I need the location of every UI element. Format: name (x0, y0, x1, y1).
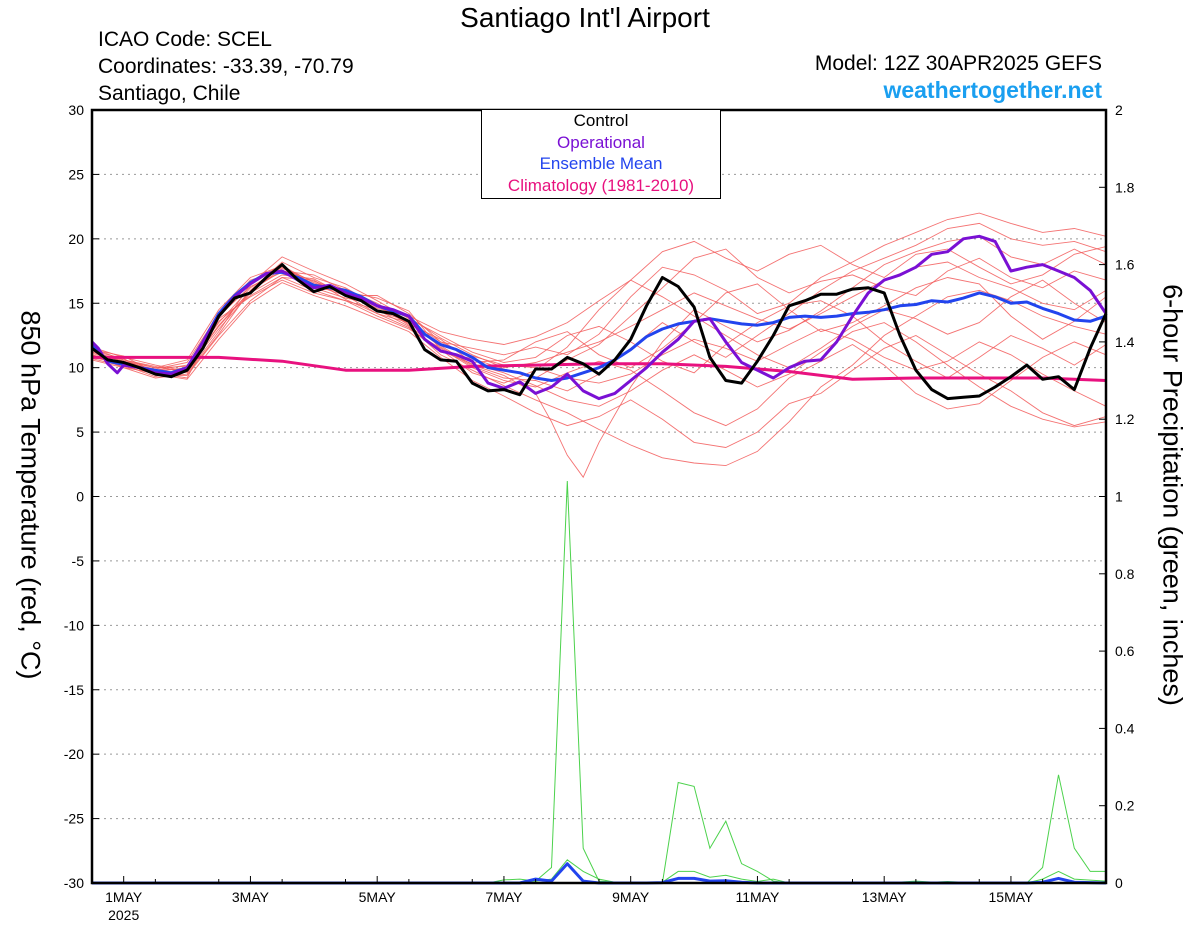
ensemble-member-line-12 (91, 270, 1107, 407)
tick-label-left: -25 (64, 811, 84, 827)
site-link[interactable]: weathertogether.net (883, 77, 1102, 103)
tick-label-x: 3MAY (232, 889, 270, 905)
tick-label-x: 5MAY (359, 889, 397, 905)
tick-label-left: 20 (68, 231, 84, 247)
precipitation-lines (92, 480, 1107, 884)
tick-label-right: 0.6 (1115, 643, 1135, 659)
tick-label-x: 7MAY (485, 889, 523, 905)
plot-frame (90, 108, 1108, 885)
tick-label-left: 0 (76, 489, 84, 505)
icao-code: ICAO Code: SCEL (98, 28, 272, 51)
tick-label-right: 0 (1115, 875, 1123, 891)
tick-label-x: 13MAY (862, 889, 908, 905)
tick-label-left: 15 (68, 295, 84, 311)
coordinates: Coordinates: -33.39, -70.79 (98, 55, 354, 78)
tick-label-left: -5 (72, 553, 85, 569)
axis-ticks: 302520151050-5-10-15-20-25-3021.81.61.41… (64, 102, 1135, 923)
tick-label-right: 1.6 (1115, 257, 1135, 273)
tick-label-right: 1.2 (1115, 411, 1135, 427)
ensemble-member-line-10 (91, 265, 1107, 369)
ensemble-member-line-8 (91, 240, 1107, 384)
location: Santiago, Chile (98, 82, 241, 105)
tick-label-left: 5 (76, 424, 84, 440)
y-axis-label-left: 850 hPa Temperature (red, °C) (15, 310, 46, 680)
ensemble-member-line-6 (91, 276, 1107, 427)
legend-operational: Operational (557, 132, 645, 152)
tick-label-x: 1MAY (105, 889, 143, 905)
series-line-climatology (92, 355, 1107, 382)
tick-label-right: 1.4 (1115, 334, 1135, 350)
ensemble-member-line-5 (91, 212, 1107, 370)
tick-label-right: 0.4 (1115, 720, 1135, 736)
tick-label-left: 25 (68, 166, 84, 182)
ensemble-member-line-2 (91, 248, 1107, 379)
ensemble-member-line-7 (91, 261, 1107, 372)
tick-label-right: 1 (1115, 489, 1123, 505)
ensemble-member-line-14 (91, 261, 1107, 371)
grid (92, 173, 1106, 820)
series-line-control (91, 263, 1108, 401)
tick-label-x: 15MAY (989, 889, 1035, 905)
tick-label-left: -20 (64, 746, 84, 762)
tick-label-left: -10 (64, 617, 84, 633)
precip-member-line-1 (92, 480, 1106, 884)
legend-ensemble-mean: Ensemble Mean (539, 154, 663, 173)
tick-label-left: 30 (68, 102, 84, 118)
tick-label-right: 2 (1115, 102, 1123, 118)
legend-climatology: Climatology (1981-2010) (507, 175, 695, 195)
tick-label-left: 10 (68, 360, 84, 376)
ensemble-member-line-1 (91, 235, 1107, 479)
legend: Control Operational Ensemble Mean Climat… (481, 109, 721, 199)
tick-label-x: 9MAY (612, 889, 650, 905)
tick-label-right: 1.8 (1115, 179, 1135, 195)
tick-label-x-year: 2025 (108, 907, 139, 923)
main-series (90, 234, 1108, 885)
y-axis-label-right: 6-hour Precipitation (green, inches) (1157, 284, 1188, 706)
ensemble-members (91, 212, 1107, 479)
ensemble-member-line-9 (91, 282, 1107, 448)
model-run: Model: 12Z 30APR2025 GEFS (814, 52, 1102, 75)
tick-label-left: -15 (64, 682, 84, 698)
tick-label-left: -30 (64, 875, 84, 891)
tick-label-x: 11MAY (736, 889, 780, 905)
tick-label-right: 0.2 (1115, 798, 1135, 814)
chart-title: Santiago Int'l Airport (460, 2, 710, 33)
ensemble-member-line-4 (91, 279, 1107, 467)
legend-control: Control (573, 111, 629, 130)
tick-label-right: 0.8 (1115, 566, 1135, 582)
